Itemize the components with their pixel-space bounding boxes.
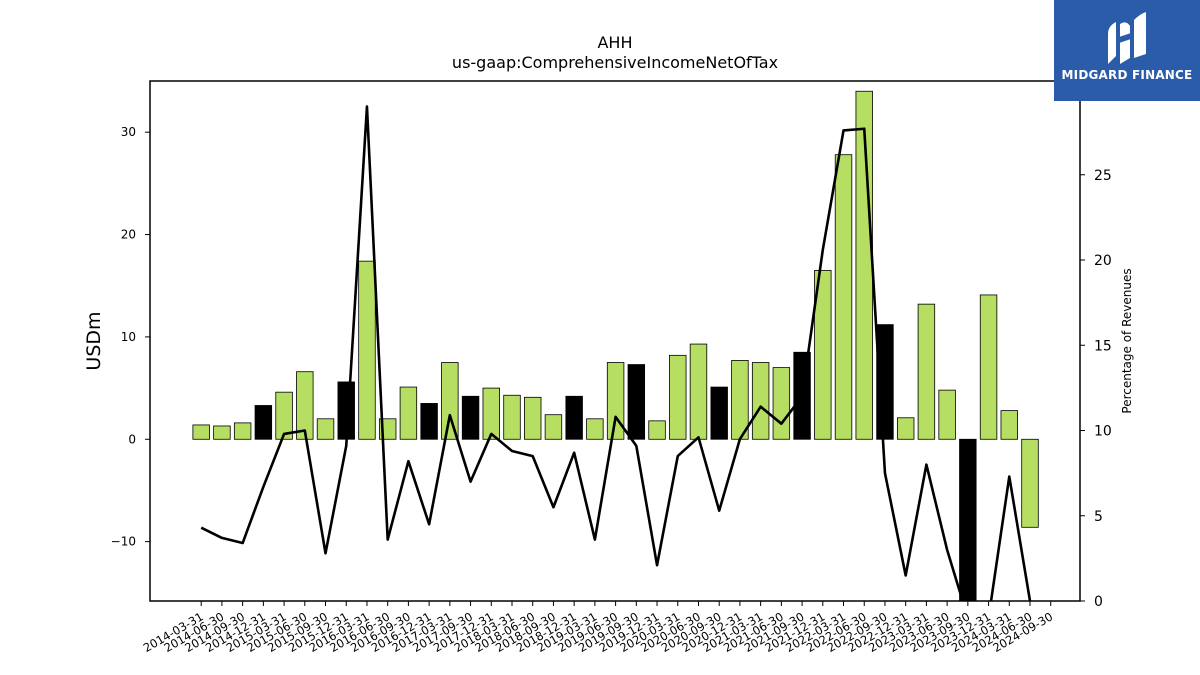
plot-frame	[149, 80, 1081, 602]
bar	[606, 362, 625, 440]
bar	[296, 371, 314, 440]
y-right-tick-label: 0	[1094, 594, 1103, 610]
bar	[669, 354, 687, 440]
bar	[316, 418, 335, 440]
bar	[233, 422, 252, 440]
y-right-tick-label: 15	[1094, 338, 1112, 354]
bar	[503, 394, 521, 440]
y-tick-label: −10	[111, 535, 136, 549]
logo-text: MIDGARD FINANCE	[1061, 68, 1193, 82]
bar	[814, 269, 832, 440]
bar	[441, 362, 459, 440]
bar	[586, 418, 604, 440]
bar	[896, 417, 915, 440]
bar	[544, 414, 563, 440]
line-layer	[200, 105, 1032, 601]
bar	[565, 395, 583, 440]
bar	[192, 424, 210, 440]
bar	[420, 403, 438, 440]
chart-title: AHH	[597, 33, 632, 52]
right-axis: 0 5 10 15 20 25	[1080, 168, 1112, 610]
y-right-tick-label: 10	[1094, 424, 1112, 440]
bar	[1000, 410, 1018, 440]
bar	[358, 260, 376, 440]
bar	[482, 387, 500, 440]
y-right-tick-label: 5	[1094, 509, 1103, 525]
midgard-logo-icon	[1108, 12, 1146, 64]
bar	[254, 405, 273, 440]
left-axis: −10 0 10 20 30	[111, 125, 150, 549]
bar	[834, 154, 853, 440]
bar	[917, 303, 936, 440]
bar	[627, 364, 646, 440]
y-tick-label: 20	[121, 228, 136, 242]
bars-layer	[192, 90, 1039, 602]
brand-logo: MIDGARD FINANCE	[1054, 0, 1200, 101]
bar	[524, 396, 542, 440]
y-right-tick-label: 25	[1094, 168, 1112, 184]
y-tick-label: 30	[121, 125, 136, 139]
bar	[689, 343, 708, 440]
bar	[213, 425, 231, 440]
bar	[275, 391, 293, 440]
bar	[710, 386, 728, 440]
bar	[1021, 438, 1039, 528]
bar	[648, 420, 666, 440]
bar	[772, 367, 791, 440]
bar	[979, 294, 998, 440]
x-axis: 2014-03-312014-06-302014-09-302014-12-31…	[141, 601, 1055, 655]
chart-subtitle: us-gaap:ComprehensiveIncomeNetOfTax	[452, 53, 778, 72]
y-right-tick-label: 20	[1094, 253, 1112, 269]
series-line	[200, 105, 1032, 601]
bar	[751, 362, 770, 440]
bar	[938, 389, 956, 440]
y-tick-label: 0	[128, 432, 136, 446]
bar	[399, 386, 418, 440]
bar	[731, 360, 749, 440]
y-tick-label: 10	[121, 330, 136, 344]
bar	[461, 395, 480, 440]
y-axis-label-right: Percentage of Revenues	[1120, 268, 1134, 413]
y-axis-label-left: USDm	[83, 311, 105, 370]
bar	[959, 438, 977, 602]
